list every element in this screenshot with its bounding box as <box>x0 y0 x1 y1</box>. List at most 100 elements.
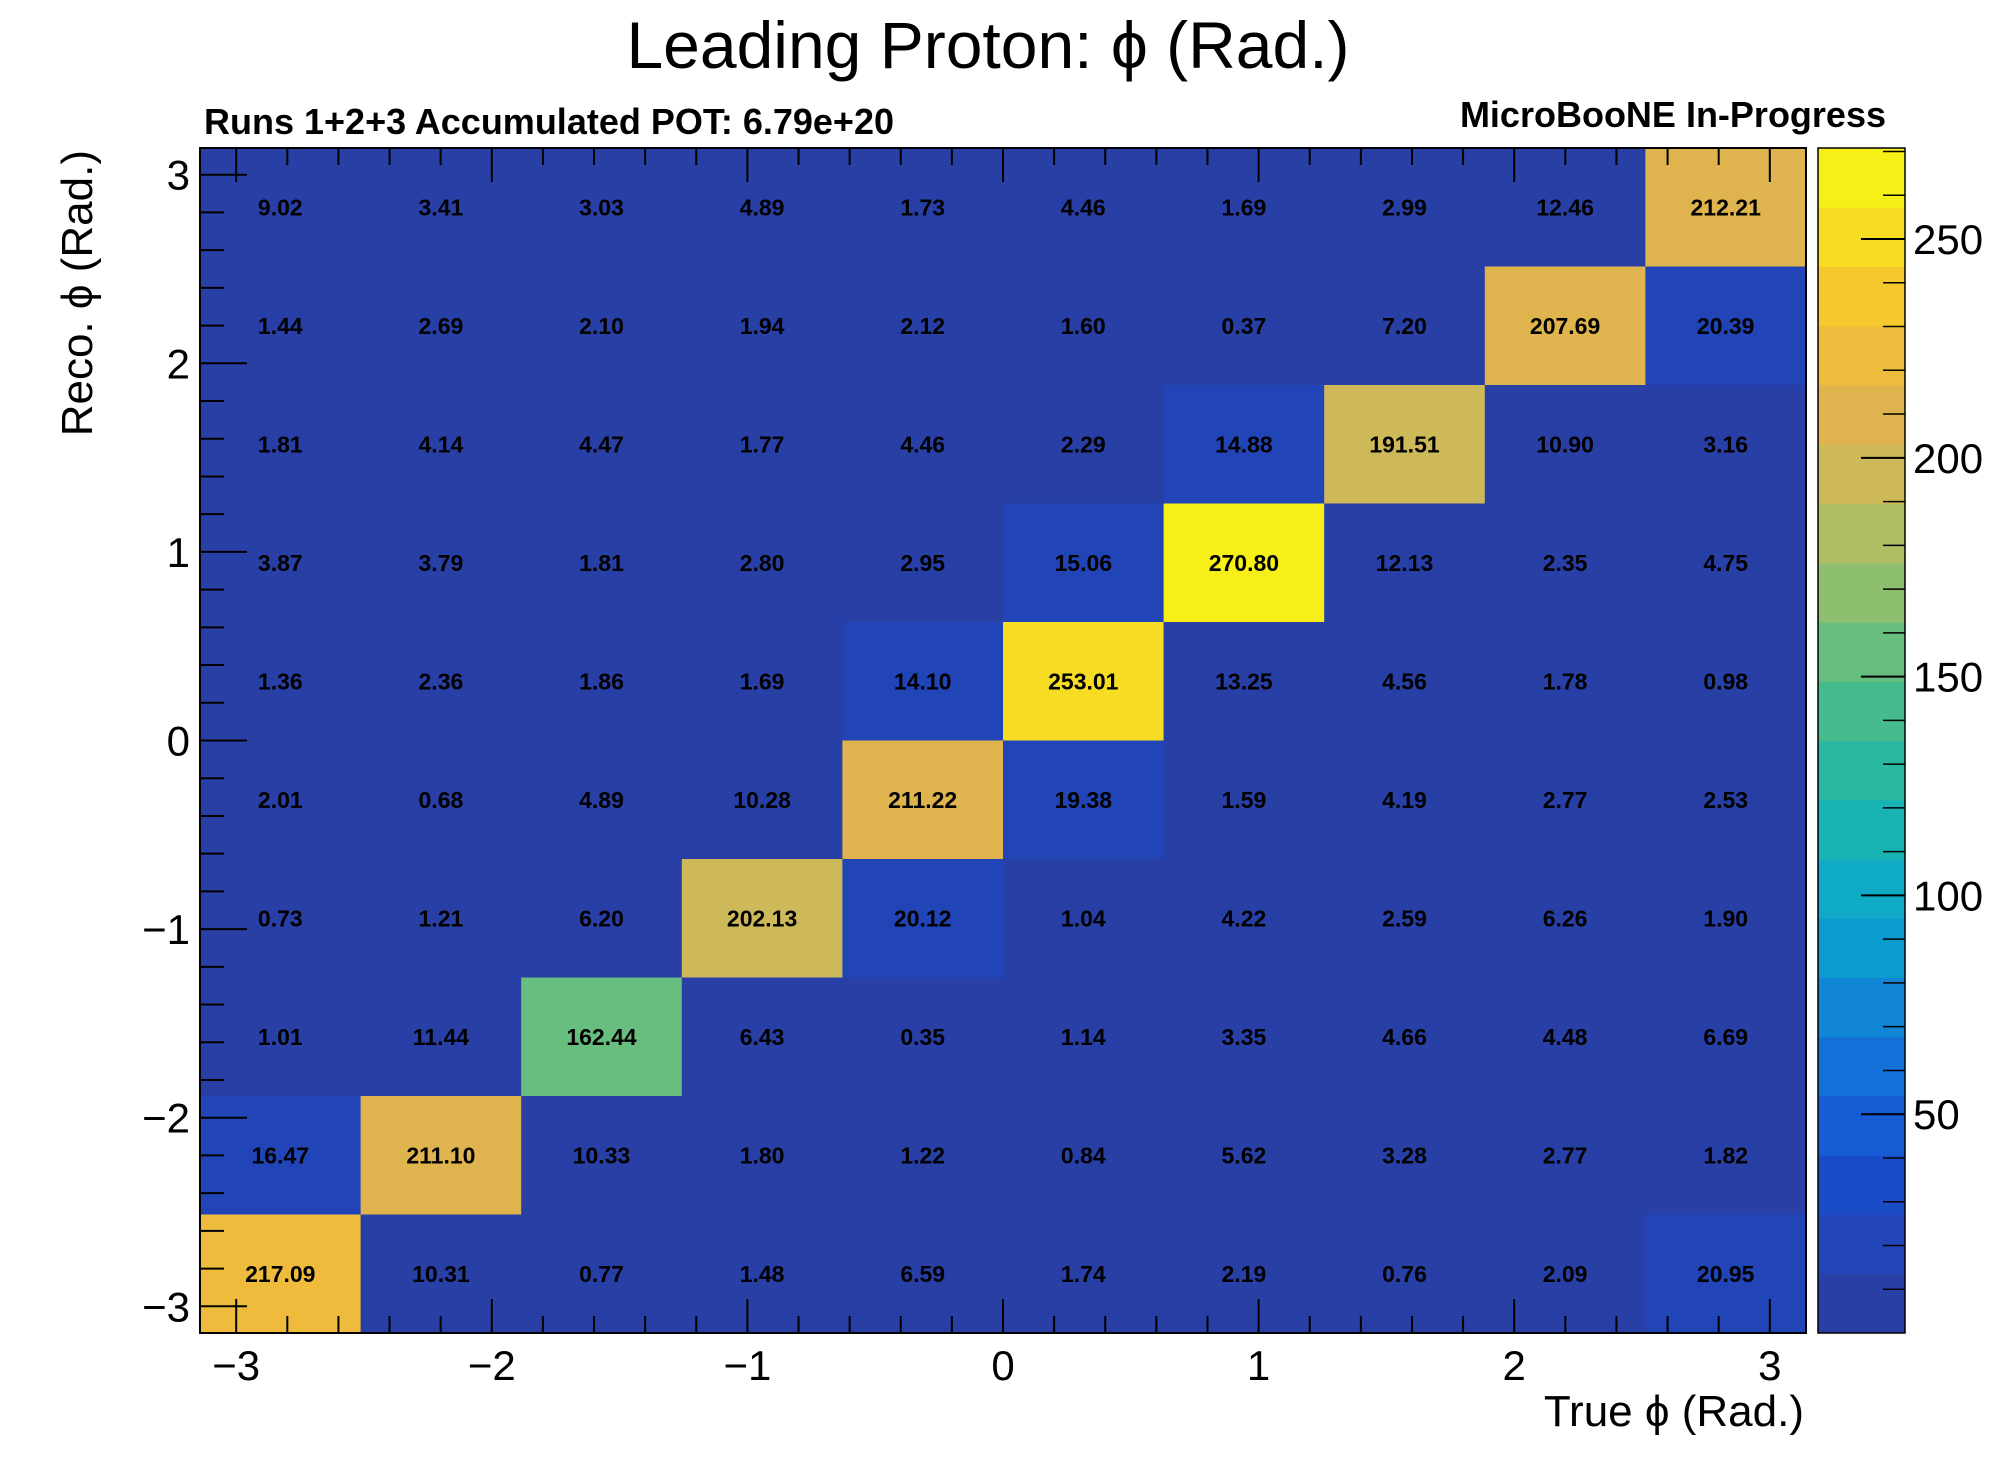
cell-value-label: 3.35 <box>1222 1024 1267 1050</box>
heatmap-cell <box>1324 977 1486 1097</box>
cell-value-label: 1.78 <box>1543 668 1588 694</box>
cell-value-label: 4.47 <box>579 431 624 457</box>
heatmap-cell <box>681 622 843 741</box>
cell-value-label: 11.44 <box>413 1024 469 1050</box>
cell-value-label: 3.41 <box>419 194 464 220</box>
heatmap-cell <box>1645 503 1807 623</box>
heatmap-cell <box>1484 503 1646 623</box>
heatmap-cell <box>1324 385 1486 504</box>
cell-value-label: 212.21 <box>1691 194 1762 220</box>
heatmap-cell <box>842 148 1004 267</box>
cell-value-label: 1.74 <box>1061 1261 1106 1287</box>
heatmap-cell <box>200 859 362 978</box>
cell-value-label: 2.01 <box>258 787 303 813</box>
colorbar-segment <box>1818 622 1905 682</box>
y-tick-label: 3 <box>167 152 190 199</box>
heatmap-cell <box>1645 859 1807 978</box>
x-tick-label: 1 <box>1247 1342 1270 1389</box>
heatmap-cell <box>1163 622 1325 741</box>
cell-value-label: 6.26 <box>1543 905 1588 931</box>
cell-value-label: 4.14 <box>419 431 464 457</box>
y-tick-label: 0 <box>167 718 190 765</box>
heatmap-cell <box>1645 385 1807 504</box>
heatmap-cell <box>360 977 522 1097</box>
heatmap-cell <box>681 385 843 504</box>
heatmap-cell <box>681 1214 843 1334</box>
heatmap-cell <box>1163 740 1325 860</box>
cell-value-label: 1.22 <box>900 1142 945 1168</box>
cell-value-label: 0.68 <box>419 787 464 813</box>
cell-value-label: 1.14 <box>1061 1024 1106 1050</box>
cell-value-label: 0.98 <box>1703 668 1748 694</box>
cell-value-label: 1.80 <box>740 1142 785 1168</box>
colorbar-segment <box>1818 207 1905 267</box>
cell-value-label: 1.82 <box>1703 1142 1748 1168</box>
cell-value-label: 0.73 <box>258 905 303 931</box>
y-tick-label: −2 <box>142 1095 190 1142</box>
axis-ticks <box>200 148 1771 1333</box>
cell-value-label: 5.62 <box>1222 1142 1267 1168</box>
cell-value-label: 2.36 <box>419 668 464 694</box>
heatmap-cell <box>1645 266 1807 386</box>
cell-value-label: 10.31 <box>412 1261 470 1287</box>
heatmap-cell <box>1324 1096 1486 1215</box>
colorbar-tick-label: 100 <box>1913 872 1983 919</box>
colorbar <box>1817 147 1906 1334</box>
colorbar-tick-label: 250 <box>1913 216 1983 263</box>
cell-value-label: 211.22 <box>888 787 957 813</box>
heatmap-cell <box>1163 266 1325 386</box>
cell-value-label: 19.38 <box>1055 787 1113 813</box>
heatmap-cell <box>681 266 843 386</box>
cell-value-label: 202.13 <box>727 905 797 931</box>
heatmap-cell <box>1324 859 1486 978</box>
y-tick-label: 2 <box>167 340 190 387</box>
heatmap-cell <box>1645 148 1807 267</box>
cell-value-label: 207.69 <box>1530 313 1600 339</box>
heatmap-cell <box>200 1096 362 1215</box>
cell-value-label: 4.46 <box>1061 194 1106 220</box>
cell-value-label: 4.22 <box>1222 905 1267 931</box>
heatmap-cell <box>521 1214 683 1334</box>
colorbar-segment <box>1818 503 1905 564</box>
cell-value-label: 3.87 <box>258 550 303 576</box>
colorbar-segment <box>1818 385 1905 445</box>
cell-value-label: 1.86 <box>579 668 624 694</box>
cell-value-label: 7.20 <box>1382 313 1427 339</box>
heatmap-cell <box>1645 740 1807 860</box>
heatmap-cell <box>1324 740 1486 860</box>
cell-value-label: 12.13 <box>1376 550 1434 576</box>
heatmap-cell <box>681 977 843 1097</box>
heatmap-cell <box>681 148 843 267</box>
colorbar-segment <box>1818 1096 1905 1156</box>
heatmap-cell <box>1324 1214 1486 1334</box>
cell-value-label: 2.95 <box>900 550 945 576</box>
heatmap-cell <box>1003 148 1165 267</box>
colorbar-segment <box>1818 977 1905 1038</box>
cell-value-label: 6.59 <box>900 1261 945 1287</box>
heatmap-cell <box>1003 1096 1165 1215</box>
cell-value-label: 15.06 <box>1055 550 1113 576</box>
x-tick-label: −1 <box>723 1342 771 1389</box>
heatmap-cell <box>521 622 683 741</box>
cell-value-label: 12.46 <box>1536 194 1594 220</box>
heatmap-cell <box>842 740 1004 860</box>
heatmap-cell <box>1484 266 1646 386</box>
colorbar-tick-labels: 50 100 150 200 250 <box>1913 216 1983 1138</box>
cell-value-label: 2.77 <box>1543 787 1588 813</box>
y-tick-label: 1 <box>167 529 190 576</box>
cell-value-label: 2.35 <box>1543 550 1588 576</box>
cell-value-label: 4.89 <box>740 194 785 220</box>
heatmap-cell <box>1484 740 1646 860</box>
colorbar-frame <box>1817 147 1906 1334</box>
heatmap-cell <box>1645 977 1807 1097</box>
colorbar-segment <box>1818 1214 1905 1275</box>
cell-value-label: 4.48 <box>1543 1024 1588 1050</box>
heatmap-cell <box>360 385 522 504</box>
heatmap-cell <box>1163 503 1325 623</box>
colorbar-segment <box>1818 266 1905 327</box>
cell-value-label: 2.29 <box>1061 431 1106 457</box>
heatmap-cell <box>1163 1214 1325 1334</box>
cell-value-label: 2.09 <box>1543 1261 1588 1287</box>
colorbar-segment <box>1818 1273 1905 1334</box>
